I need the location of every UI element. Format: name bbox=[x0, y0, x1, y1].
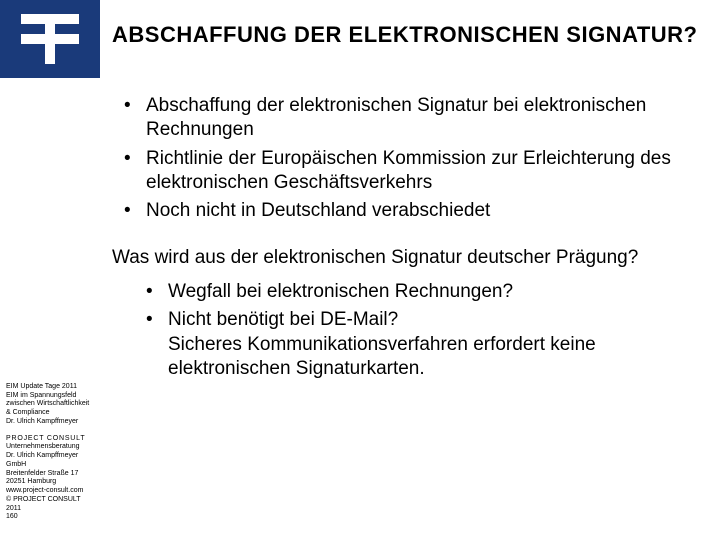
sidebar-line: Dr. Ulrich Kampffmeyer GmbH bbox=[6, 452, 94, 470]
slide-content: Abschaffung der elektronischen Signatur … bbox=[112, 48, 698, 381]
slide: EIM Update Tage 2011 EIM im Spannungsfel… bbox=[0, 0, 720, 540]
bullet-item: Abschaffung der elektronischen Signatur … bbox=[112, 94, 698, 143]
logo-icon bbox=[21, 14, 79, 64]
sidebar-line: www.project-consult.com bbox=[6, 487, 94, 496]
slide-title: ABSCHAFFUNG DER ELEKTRONISCHEN SIGNATUR? bbox=[112, 0, 698, 48]
sidebar-line: EIM Update Tage 2011 bbox=[6, 383, 94, 392]
bullet-item: Noch nicht in Deutschland verabschiedet bbox=[112, 199, 698, 223]
sidebar-block-1: EIM Update Tage 2011 EIM im Spannungsfel… bbox=[6, 383, 94, 427]
sidebar-line: © PROJECT CONSULT 2011 bbox=[6, 496, 94, 514]
sidebar-line: 20251 Hamburg bbox=[6, 478, 94, 487]
sub-bullet-item: Nicht benötigt bei DE-Mail? Sicheres Kom… bbox=[132, 308, 698, 381]
sidebar-line: Unternehmensberatung bbox=[6, 443, 94, 452]
logo bbox=[0, 0, 100, 78]
sub-bullet-item: Wegfall bei elektronischen Rechnungen? bbox=[132, 280, 698, 304]
sidebar-line: PROJECT CONSULT bbox=[6, 435, 94, 444]
main-column: ABSCHAFFUNG DER ELEKTRONISCHEN SIGNATUR?… bbox=[100, 0, 720, 540]
main-bullet-list: Abschaffung der elektronischen Signatur … bbox=[112, 94, 698, 224]
sidebar-line: Dr. Ulrich Kampffmeyer bbox=[6, 418, 94, 427]
sidebar-line: EIM im Spannungsfeld zwischen Wirtschaft… bbox=[6, 392, 94, 418]
sidebar-block-2: PROJECT CONSULT Unternehmensberatung Dr.… bbox=[6, 435, 94, 523]
sub-bullet-list: Wegfall bei elektronischen Rechnungen? N… bbox=[112, 280, 698, 381]
bullet-item: Richtlinie der Europäischen Kommission z… bbox=[112, 147, 698, 196]
sidebar-line: Breitenfelder Straße 17 bbox=[6, 470, 94, 479]
question-text: Was wird aus der elektronischen Signatur… bbox=[112, 246, 698, 270]
sidebar-page-number: 160 bbox=[6, 513, 94, 522]
left-column: EIM Update Tage 2011 EIM im Spannungsfel… bbox=[0, 0, 100, 540]
sidebar: EIM Update Tage 2011 EIM im Spannungsfel… bbox=[0, 78, 100, 540]
